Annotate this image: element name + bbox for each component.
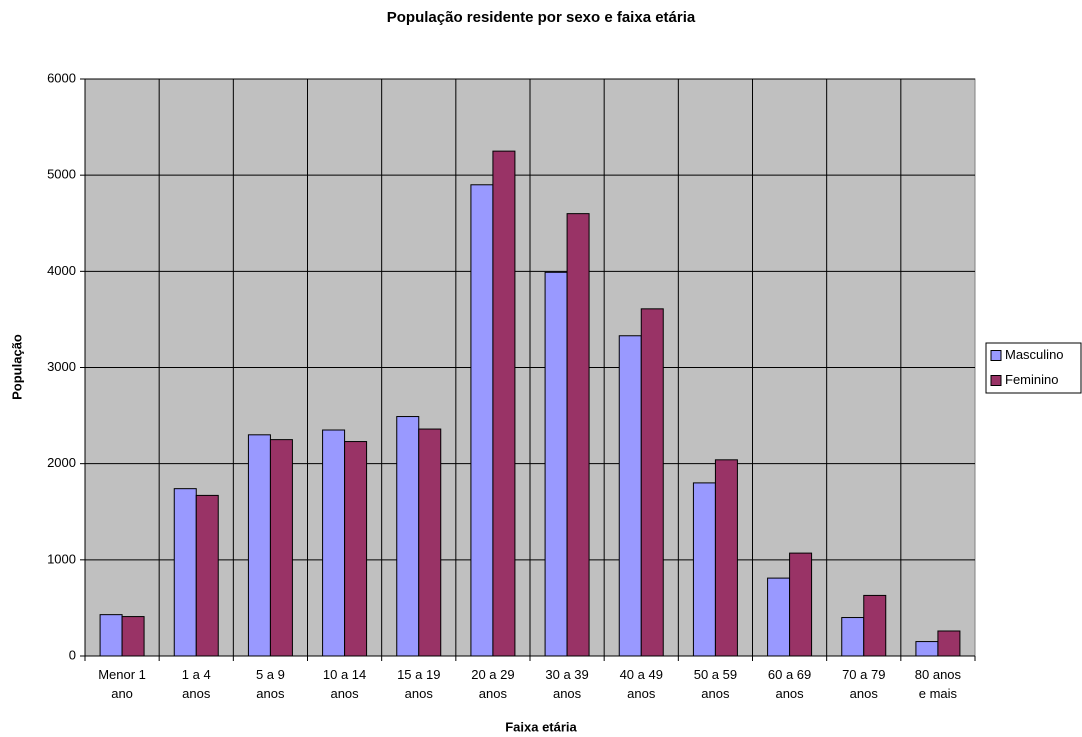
bar xyxy=(470,184,494,657)
bar xyxy=(915,641,939,657)
x-tick-label: 1 a 4 anos xyxy=(181,667,211,701)
bar xyxy=(692,482,716,657)
legend-label: Feminino xyxy=(1005,372,1058,387)
y-tick-label: 0 xyxy=(69,647,76,662)
bar xyxy=(618,335,642,657)
y-tick-label: 3000 xyxy=(47,359,76,374)
y-axis-label: População xyxy=(9,334,24,400)
bar xyxy=(99,614,123,657)
legend-box xyxy=(985,342,1082,394)
bar xyxy=(841,617,865,657)
x-tick-label: 70 a 79 anos xyxy=(842,667,886,701)
x-tick-label: 30 a 39 anos xyxy=(545,667,589,701)
x-tick-label: 15 a 19 anos xyxy=(397,667,441,701)
x-tick-label: 10 a 14 anos xyxy=(322,667,367,701)
bar xyxy=(344,441,368,657)
legend-swatch xyxy=(990,350,1002,361)
bar xyxy=(566,213,590,657)
x-tick-label: 80 anos e mais xyxy=(914,667,962,701)
x-tick-label: 40 a 49 anos xyxy=(619,667,663,701)
bar xyxy=(544,271,568,657)
bar xyxy=(937,630,961,657)
bar xyxy=(789,552,813,657)
bar xyxy=(322,429,346,657)
bar xyxy=(767,577,791,657)
y-tick-label: 2000 xyxy=(47,455,76,470)
bar xyxy=(121,616,145,657)
bar xyxy=(640,308,664,657)
bar xyxy=(173,488,197,657)
bar xyxy=(396,416,420,657)
legend-swatch xyxy=(990,375,1002,386)
x-tick-label: 20 a 29 anos xyxy=(471,667,515,701)
x-axis-label: Faixa etária xyxy=(505,719,577,734)
y-tick-label: 4000 xyxy=(47,263,76,278)
bar xyxy=(714,459,738,657)
chart-title: População residente por sexo e faixa etá… xyxy=(387,9,696,26)
bar xyxy=(418,428,442,657)
x-tick-label: Menor 1 ano xyxy=(98,667,146,701)
y-tick-label: 5000 xyxy=(47,167,76,182)
x-tick-label: 60 a 69 anos xyxy=(767,667,812,701)
bar xyxy=(863,594,887,657)
x-tick-label: 5 a 9 anos xyxy=(255,667,285,701)
bar xyxy=(195,494,219,657)
legend-label: Masculino xyxy=(1005,347,1064,362)
bar xyxy=(247,434,271,657)
bar xyxy=(269,439,293,657)
y-tick-label: 6000 xyxy=(47,70,76,85)
bar xyxy=(492,150,516,657)
y-tick-label: 1000 xyxy=(47,551,76,566)
x-tick-label: 50 a 59 anos xyxy=(693,667,738,701)
